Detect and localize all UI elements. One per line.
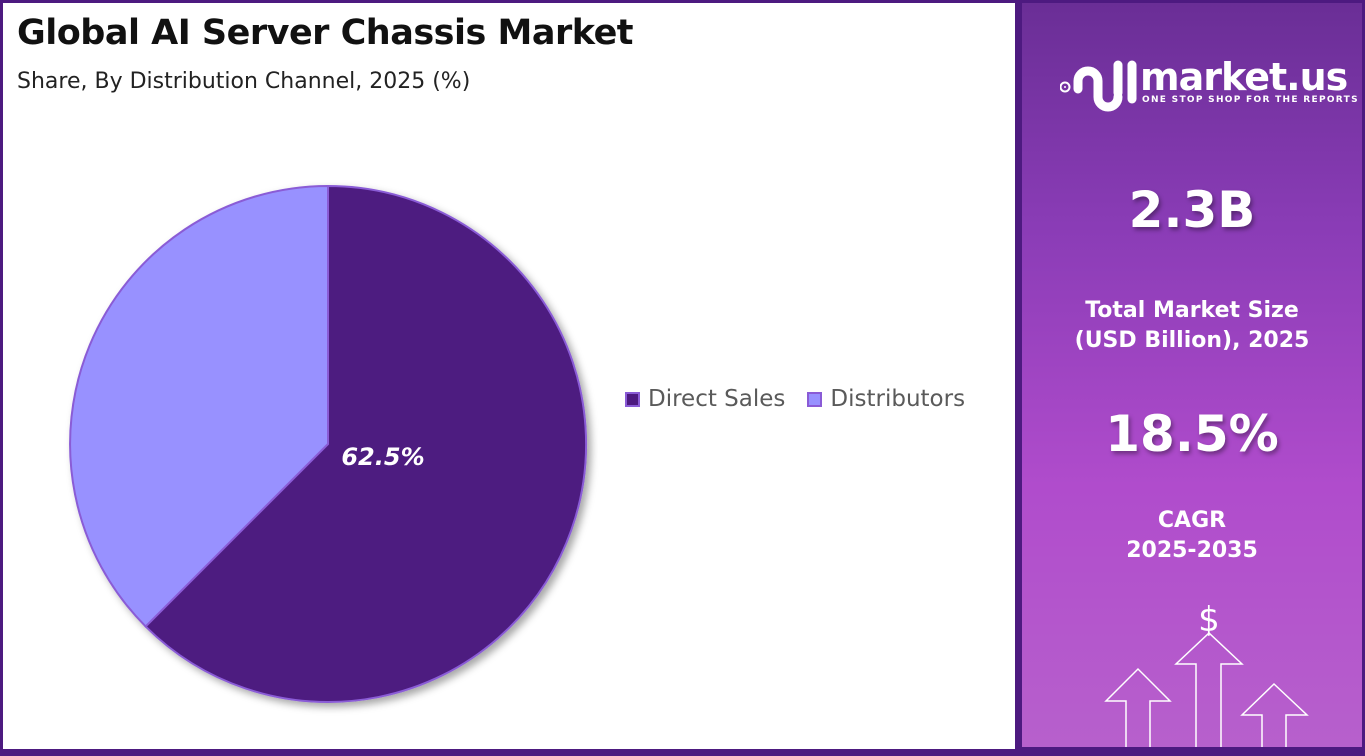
dollar-icon: $ <box>1198 600 1220 640</box>
market-size-label-line1: Total Market Size <box>1085 298 1299 323</box>
slice-data-label: 62.5% <box>341 443 425 471</box>
legend-label: Distributors <box>830 386 966 412</box>
legend-item-direct-sales[interactable]: Direct Sales <box>625 386 785 412</box>
cagr-label-line2: 2025-2035 <box>1126 538 1258 563</box>
market-size-value: 2.3B <box>1128 181 1256 239</box>
stats-sidebar: market.us ONE STOP SHOP FOR THE REPORTS … <box>1022 3 1362 747</box>
growth-arrows-icon: $ <box>1104 600 1309 747</box>
pie-chart <box>69 184 588 703</box>
chart-title: Global AI Server Chassis Market <box>17 13 634 53</box>
legend-swatch-distributors <box>807 391 823 407</box>
cagr-label-line1: CAGR <box>1157 508 1227 533</box>
legend-item-distributors[interactable]: Distributors <box>807 386 965 412</box>
legend-swatch-direct-sales <box>625 391 640 407</box>
brand-name: market.us <box>1140 55 1348 99</box>
pie-slice-direct-sales[interactable] <box>144 184 588 703</box>
legend-label: Direct Sales <box>648 386 786 412</box>
chart-legend: Direct Sales Distributors <box>625 386 965 412</box>
chart-panel: Global AI Server Chassis Market Share, B… <box>3 3 1015 749</box>
brand-tagline: ONE STOP SHOP FOR THE REPORTS <box>1142 95 1359 105</box>
chart-subtitle: Share, By Distribution Channel, 2025 (%) <box>17 69 471 94</box>
pie-slice-distributors[interactable] <box>69 184 329 628</box>
market-size-label-line2: (USD Billion), 2025 <box>1074 328 1310 353</box>
market-us-logo-icon <box>1060 60 1137 112</box>
cagr-value: 18.5% <box>1105 405 1279 463</box>
